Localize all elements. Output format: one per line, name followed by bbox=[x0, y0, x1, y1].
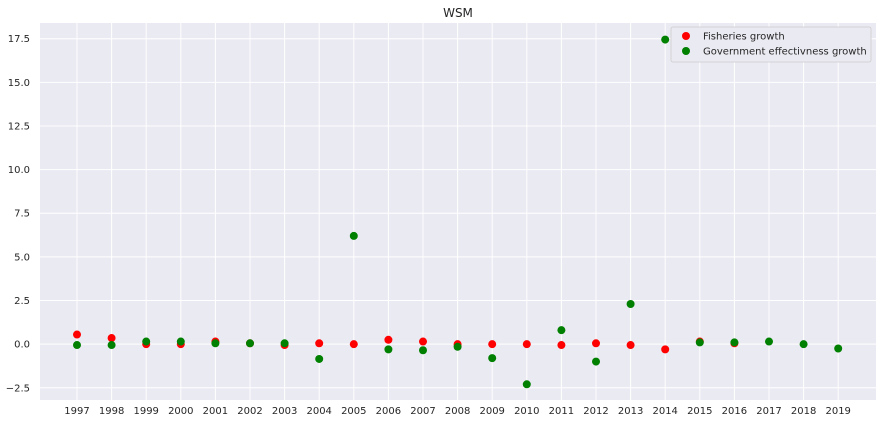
government-effectiveness-point bbox=[349, 231, 358, 240]
x-tick-label: 2009 bbox=[479, 406, 504, 417]
fisheries-growth-point bbox=[384, 335, 393, 344]
x-tick-label: 2008 bbox=[445, 406, 470, 417]
legend: Fisheries growth Government effectivness… bbox=[670, 26, 872, 63]
x-tick-label: 2015 bbox=[687, 406, 712, 417]
government-effectiveness-point bbox=[176, 337, 185, 346]
fisheries-growth-point bbox=[522, 340, 531, 349]
x-tick-label: 1997 bbox=[64, 406, 89, 417]
x-tick-label: 2003 bbox=[272, 406, 297, 417]
grid-lines bbox=[40, 23, 876, 400]
fisheries-growth-point bbox=[661, 345, 670, 354]
y-tick-label: 7.5 bbox=[14, 209, 30, 220]
y-tick-label: 2.5 bbox=[14, 296, 30, 307]
x-tick-label: 1998 bbox=[99, 406, 124, 417]
government-effectiveness-point bbox=[107, 341, 116, 350]
fisheries-growth-point bbox=[107, 334, 116, 343]
y-tick-label: 12.5 bbox=[8, 121, 30, 132]
government-effectiveness-point bbox=[453, 342, 462, 351]
government-effectiveness-point bbox=[695, 338, 704, 347]
legend-box bbox=[670, 26, 872, 63]
y-tick-label: −2.5 bbox=[6, 383, 30, 394]
x-tick-label: 2016 bbox=[722, 406, 747, 417]
legend-marker-government bbox=[682, 47, 690, 55]
government-effectiveness-point bbox=[488, 354, 497, 363]
data-points bbox=[73, 35, 843, 389]
legend-label-government: Government effectivness growth bbox=[703, 47, 867, 58]
government-effectiveness-point bbox=[661, 35, 670, 44]
government-effectiveness-point bbox=[522, 380, 531, 389]
x-tick-label: 2006 bbox=[376, 406, 401, 417]
government-effectiveness-point bbox=[142, 337, 151, 346]
x-tick-label: 2013 bbox=[618, 406, 643, 417]
x-tick-label: 2018 bbox=[791, 406, 816, 417]
fisheries-growth-point bbox=[73, 330, 81, 339]
x-tick-label: 2019 bbox=[825, 406, 850, 417]
government-effectiveness-point bbox=[280, 339, 289, 348]
government-effectiveness-point bbox=[246, 339, 254, 348]
fisheries-growth-point bbox=[419, 337, 427, 346]
fisheries-growth-point bbox=[315, 339, 324, 348]
government-effectiveness-point bbox=[73, 341, 81, 350]
government-effectiveness-point bbox=[315, 354, 324, 363]
fisheries-growth-point bbox=[488, 340, 497, 349]
x-tick-label: 2004 bbox=[306, 406, 331, 417]
y-tick-label: 17.5 bbox=[8, 34, 30, 45]
fisheries-growth-point bbox=[626, 341, 635, 350]
x-tick-label: 2012 bbox=[583, 406, 608, 417]
y-tick-label: 15.0 bbox=[8, 78, 30, 89]
x-tick-label: 2011 bbox=[549, 406, 574, 417]
government-effectiveness-point bbox=[384, 345, 393, 354]
legend-marker-fisheries bbox=[682, 32, 690, 40]
government-effectiveness-point bbox=[557, 326, 566, 335]
government-effectiveness-point bbox=[592, 357, 600, 366]
chart-title: WSM bbox=[443, 6, 473, 20]
x-tick-label: 2007 bbox=[410, 406, 435, 417]
government-effectiveness-point bbox=[211, 339, 220, 348]
x-axis-tick-labels: 1997 1998 1999 2000 2001 2002 2003 2004 2005 2006… bbox=[64, 406, 851, 417]
x-tick-label: 2001 bbox=[203, 406, 228, 417]
x-tick-label: 2002 bbox=[237, 406, 262, 417]
fisheries-growth-point bbox=[557, 341, 566, 350]
government-effectiveness-point bbox=[626, 300, 635, 309]
government-effectiveness-point bbox=[765, 337, 773, 346]
government-effectiveness-point bbox=[834, 344, 843, 353]
x-tick-label: 2014 bbox=[652, 406, 677, 417]
fisheries-growth-point bbox=[592, 339, 600, 348]
x-tick-label: 2010 bbox=[514, 406, 539, 417]
government-effectiveness-point bbox=[419, 346, 427, 355]
government-effectiveness-point bbox=[730, 338, 739, 347]
fisheries-growth-point bbox=[349, 340, 358, 349]
legend-label-fisheries: Fisheries growth bbox=[703, 32, 785, 43]
y-tick-label: 0.0 bbox=[14, 340, 30, 351]
x-tick-label: 2000 bbox=[168, 406, 193, 417]
y-axis-tick-labels: −2.5 0.0 2.5 5.0 7.5 10.0 12.5 15.0 17.5 bbox=[6, 34, 30, 394]
government-effectiveness-point bbox=[799, 340, 808, 349]
x-tick-label: 1999 bbox=[133, 406, 158, 417]
y-tick-label: 10.0 bbox=[8, 165, 30, 176]
x-tick-label: 2017 bbox=[756, 406, 781, 417]
x-tick-label: 2005 bbox=[341, 406, 366, 417]
y-tick-label: 5.0 bbox=[14, 252, 30, 263]
